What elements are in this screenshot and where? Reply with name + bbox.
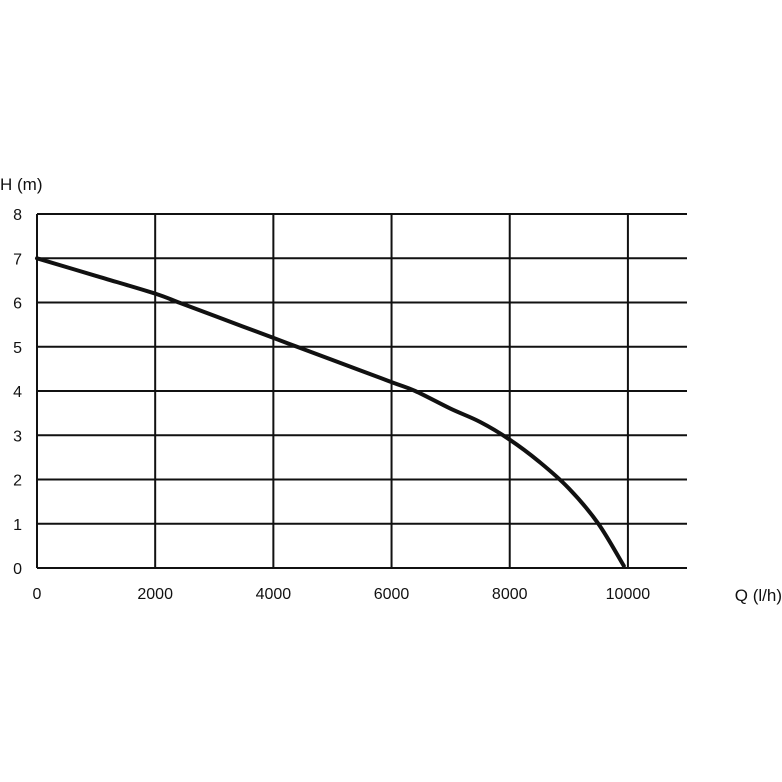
y-tick-label: 0 bbox=[13, 561, 22, 578]
y-tick-label: 1 bbox=[13, 517, 22, 534]
x-tick-label: 2000 bbox=[137, 586, 173, 603]
pump-curve-line bbox=[35, 256, 626, 568]
y-tick-label: 2 bbox=[13, 473, 22, 490]
y-tick-labels: 0 1 2 3 4 5 6 7 8 bbox=[13, 207, 22, 578]
x-tick-label: 6000 bbox=[374, 586, 410, 603]
y-tick-label: 3 bbox=[13, 428, 22, 445]
x-tick-label: 8000 bbox=[492, 586, 528, 603]
y-tick-label: 6 bbox=[13, 296, 22, 313]
y-tick-label: 4 bbox=[13, 384, 22, 401]
grid bbox=[36, 213, 687, 569]
x-tick-labels: 0 2000 4000 6000 8000 10000 bbox=[33, 586, 651, 603]
x-tick-label: 10000 bbox=[606, 586, 651, 603]
y-axis-title: H (m) bbox=[0, 175, 42, 194]
y-tick-label: 8 bbox=[13, 207, 22, 224]
y-tick-label: 5 bbox=[13, 340, 22, 357]
x-tick-label: 4000 bbox=[256, 586, 292, 603]
y-tick-label: 7 bbox=[13, 251, 22, 268]
x-axis-title: Q (l/h) bbox=[735, 586, 782, 605]
x-tick-label: 0 bbox=[33, 586, 42, 603]
